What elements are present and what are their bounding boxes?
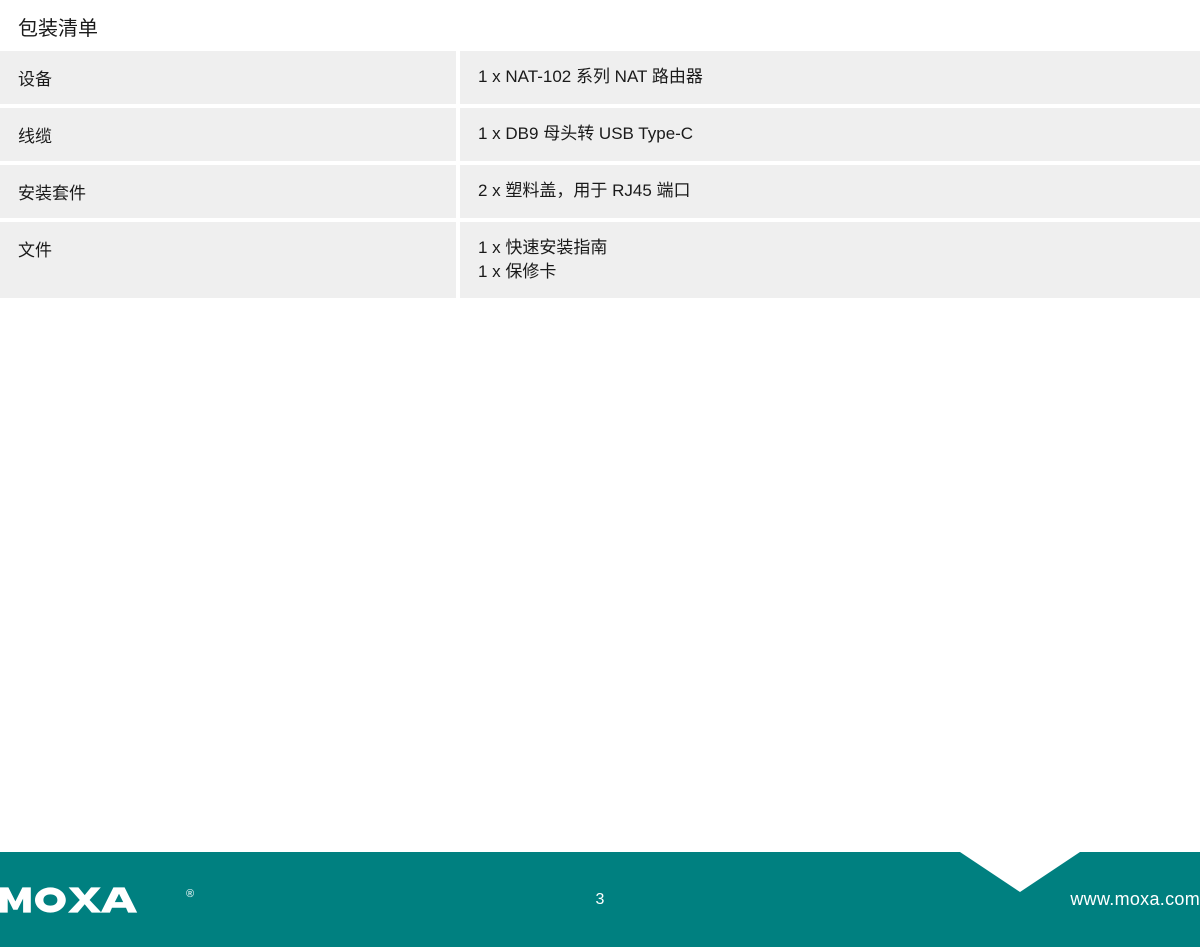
table-label: 线缆 bbox=[0, 108, 460, 165]
brand-logo: ® bbox=[0, 886, 196, 914]
table-row: 设备 1 x NAT-102 系列 NAT 路由器 bbox=[0, 51, 1200, 108]
table-row: 文件 1 x 快速安装指南 1 x 保修卡 bbox=[0, 222, 1200, 302]
table-value: 2 x 塑料盖，用于 RJ45 端口 bbox=[460, 165, 1200, 222]
table-row: 线缆 1 x DB9 母头转 USB Type-C bbox=[0, 108, 1200, 165]
section-title: 包装清单 bbox=[0, 12, 1200, 51]
page-number: 3 bbox=[596, 891, 605, 909]
table-label: 安装套件 bbox=[0, 165, 460, 222]
table-row: 安装套件 2 x 塑料盖，用于 RJ45 端口 bbox=[0, 165, 1200, 222]
table-label: 文件 bbox=[0, 222, 460, 302]
moxa-logo-icon bbox=[0, 886, 182, 914]
page-footer: ® 3 www.moxa.com bbox=[0, 852, 1200, 947]
footer-notch bbox=[960, 852, 1080, 892]
table-value: 1 x DB9 母头转 USB Type-C bbox=[460, 108, 1200, 165]
table-label: 设备 bbox=[0, 51, 460, 108]
table-value: 1 x NAT-102 系列 NAT 路由器 bbox=[460, 51, 1200, 108]
packing-list-table: 设备 1 x NAT-102 系列 NAT 路由器 线缆 1 x DB9 母头转… bbox=[0, 51, 1200, 302]
logo-registered-mark: ® bbox=[186, 888, 196, 900]
footer-url: www.moxa.com bbox=[1070, 889, 1200, 910]
table-value: 1 x 快速安装指南 1 x 保修卡 bbox=[460, 222, 1200, 302]
page-content: 包装清单 设备 1 x NAT-102 系列 NAT 路由器 线缆 1 x DB… bbox=[0, 0, 1200, 302]
